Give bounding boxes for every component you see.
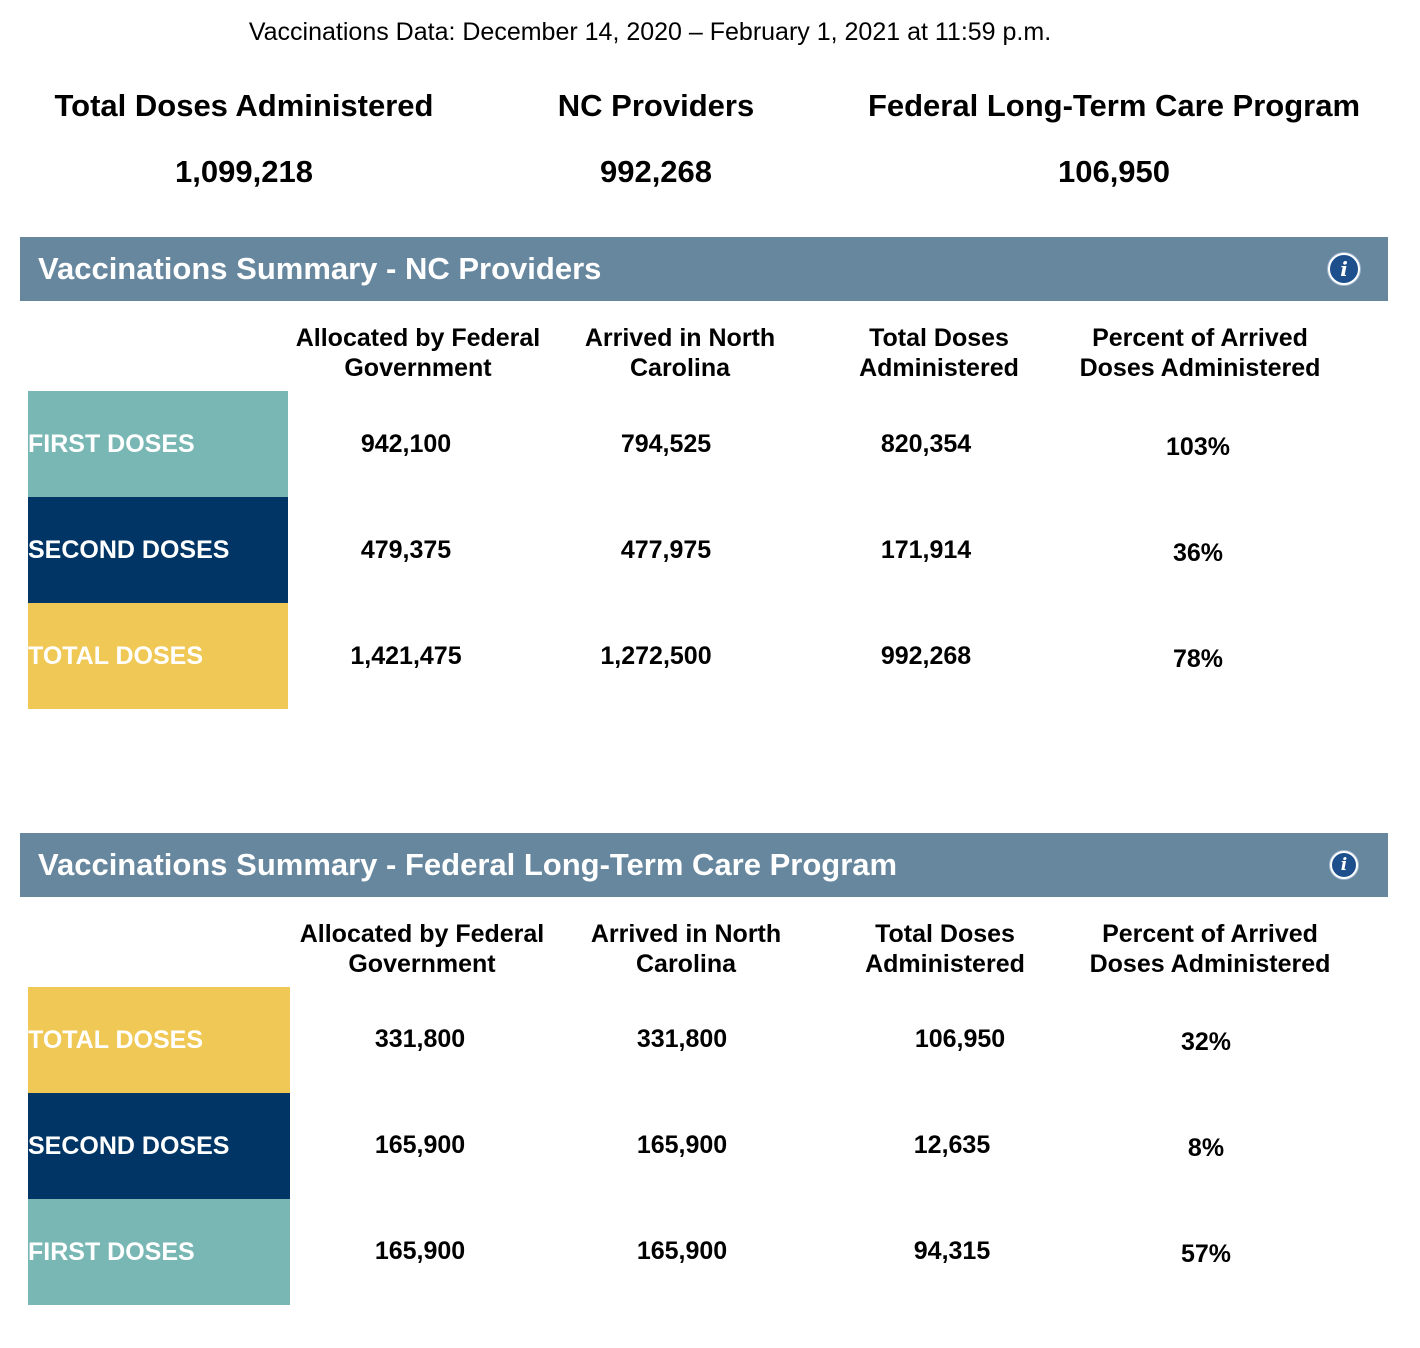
column-header-administered: Total Doses Administered <box>859 324 1019 382</box>
section-title: Vaccinations Summary - NC Providers <box>38 251 602 286</box>
table-cell: 479,375 <box>360 536 452 564</box>
row-label-total-doses: TOTAL DOSES <box>28 987 290 1093</box>
section-header-ltc-program: Vaccinations Summary - Federal Long-Term… <box>20 833 1388 897</box>
column-header-administered: Total Doses Administered <box>865 920 1025 978</box>
table-cell: 12,635 <box>913 1131 991 1159</box>
column-header-percent: Percent of Arrived Doses Administered <box>1089 920 1331 978</box>
table-cell: 331,800 <box>374 1025 466 1053</box>
table-cell: 8% <box>1187 1134 1225 1162</box>
table-cell: 103% <box>1166 433 1230 461</box>
table-cell: 57% <box>1180 1240 1232 1268</box>
table-cell: 171,914 <box>880 536 972 564</box>
row-label-second-doses: SECOND DOSES <box>28 497 288 603</box>
table-cell: 794,525 <box>620 430 712 458</box>
table-cell: 78% <box>1172 645 1224 673</box>
table-cell: 992,268 <box>880 642 972 670</box>
column-header-allocated: Allocated by Federal Government <box>299 920 545 978</box>
table-cell: 820,354 <box>880 430 972 458</box>
table-cell: 165,900 <box>374 1131 466 1159</box>
data-date-range: Vaccinations Data: December 14, 2020 – F… <box>248 18 1052 46</box>
table-cell: 94,315 <box>913 1237 991 1265</box>
info-icon[interactable]: i <box>1330 851 1358 879</box>
table-cell: 1,421,475 <box>350 642 462 670</box>
column-header-percent: Percent of Arrived Doses Administered <box>1079 324 1321 382</box>
table-cell: 32% <box>1180 1028 1232 1056</box>
info-icon[interactable]: i <box>1328 253 1360 285</box>
kpi-ltc-program-value: 106,950 <box>1057 154 1171 189</box>
row-label-first-doses: FIRST DOSES <box>28 1199 290 1305</box>
section-header-nc-providers: Vaccinations Summary - NC Providers i <box>20 237 1388 301</box>
kpi-total-doses-label: Total Doses Administered <box>54 88 434 123</box>
table-cell: 331,800 <box>636 1025 728 1053</box>
section-title: Vaccinations Summary - Federal Long-Term… <box>38 847 898 882</box>
table-cell: 165,900 <box>374 1237 466 1265</box>
kpi-nc-providers-value: 992,268 <box>599 154 713 189</box>
table-cell: 36% <box>1172 539 1224 567</box>
row-label-total-doses: TOTAL DOSES <box>28 603 288 709</box>
table-cell: 165,900 <box>636 1237 728 1265</box>
row-label-second-doses: SECOND DOSES <box>28 1093 290 1199</box>
table-cell: 477,975 <box>620 536 712 564</box>
table-cell: 106,950 <box>914 1025 1006 1053</box>
table-cell: 942,100 <box>360 430 452 458</box>
column-header-arrived: Arrived in North Carolina <box>584 324 776 382</box>
kpi-total-doses-value: 1,099,218 <box>175 154 313 189</box>
row-label-first-doses: FIRST DOSES <box>28 391 288 497</box>
column-header-arrived: Arrived in North Carolina <box>590 920 782 978</box>
table-cell: 1,272,500 <box>600 642 712 670</box>
kpi-ltc-program-label: Federal Long-Term Care Program <box>867 88 1361 123</box>
kpi-nc-providers-label: NC Providers <box>557 88 755 123</box>
column-header-allocated: Allocated by Federal Government <box>295 324 541 382</box>
table-cell: 165,900 <box>636 1131 728 1159</box>
